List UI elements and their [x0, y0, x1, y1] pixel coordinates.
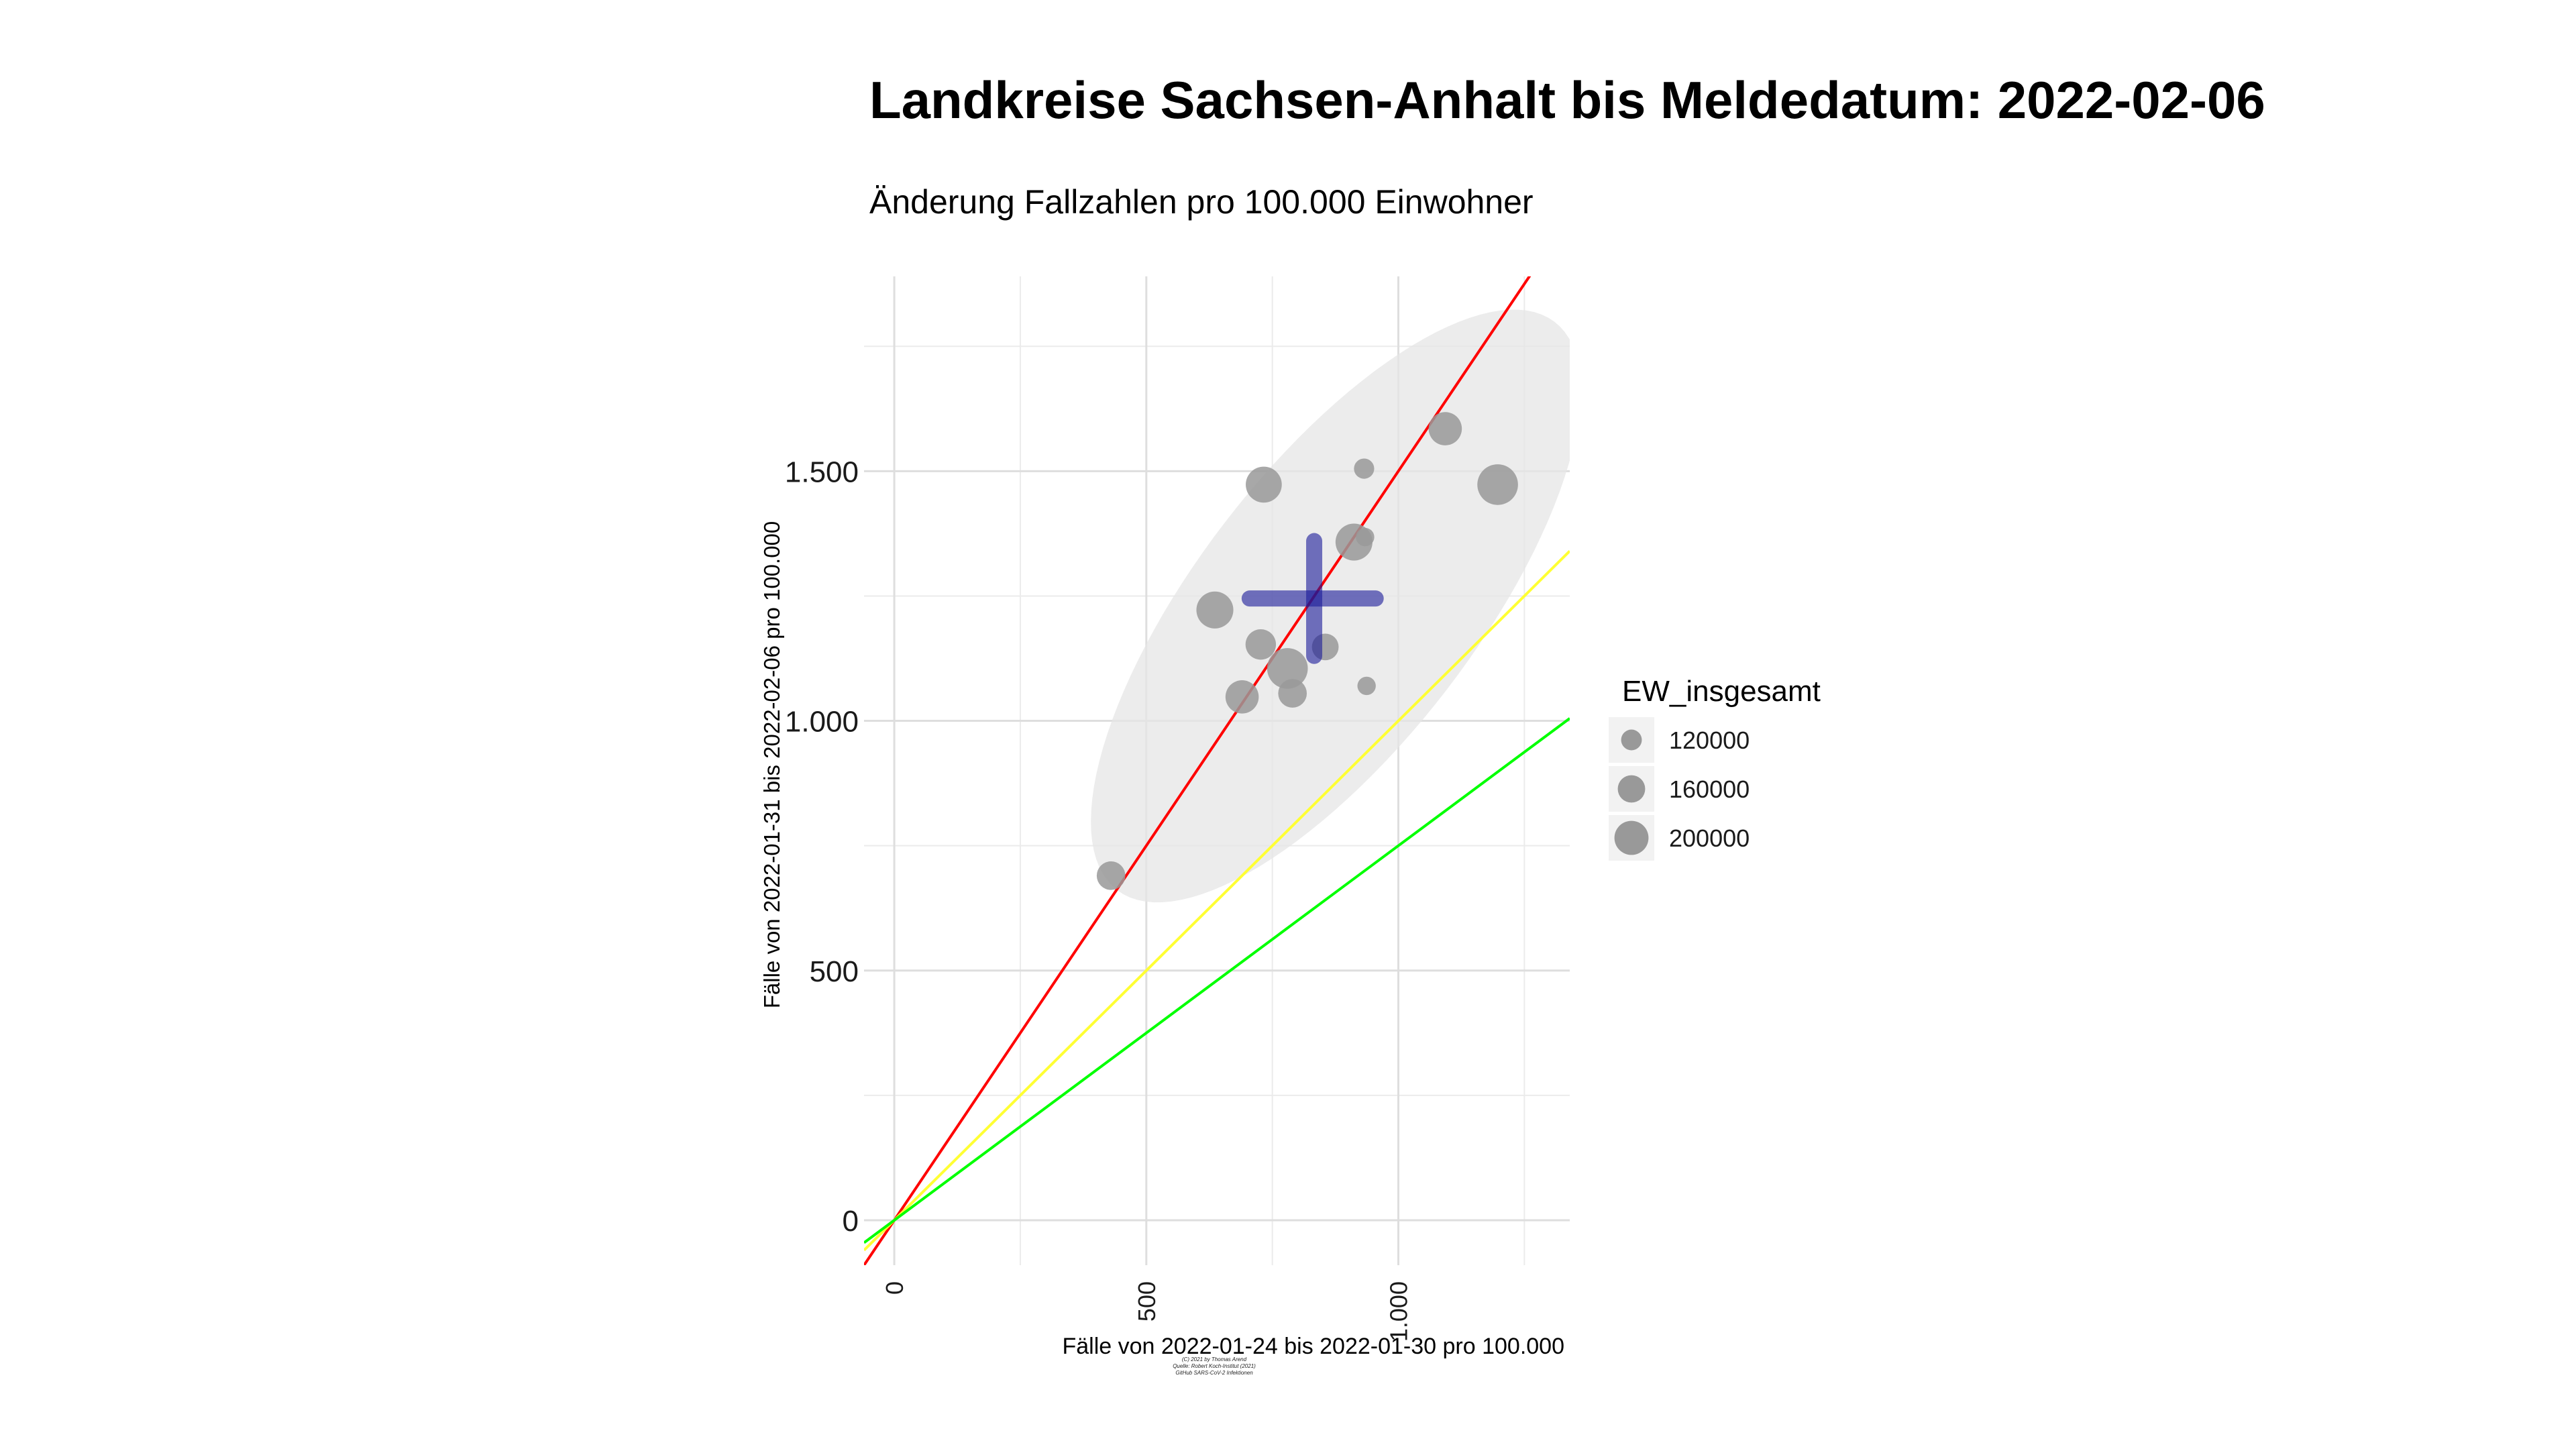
data-points	[1096, 412, 1518, 890]
data-point	[1356, 527, 1375, 547]
data-point	[1225, 680, 1259, 714]
data-point	[1246, 466, 1282, 503]
data-point	[1196, 591, 1234, 629]
data-point	[1278, 679, 1307, 708]
mean-cross	[1241, 533, 1384, 664]
x-tick-label: 500	[1133, 1281, 1161, 1322]
x-axis-title: Fälle von 2022-01-24 bis 2022-01-30 pro …	[1062, 1334, 1564, 1359]
legend-title: EW_insgesamt	[1622, 675, 1821, 708]
x-tick-label: 0	[881, 1281, 908, 1295]
reference-line	[864, 550, 1570, 1252]
caption-line: GitHub SARS-CoV-2 Infektionen	[1175, 1370, 1253, 1376]
legend-entries: 120000 160000 200000	[1609, 717, 1750, 861]
y-tick-label: 0	[843, 1205, 859, 1238]
y-tick-label: 500	[810, 955, 859, 988]
data-point	[1354, 458, 1375, 479]
axis-ticks: 0 500 1.000 1.500 0 500 1.000	[785, 455, 1413, 1342]
data-point	[1267, 648, 1308, 689]
data-point	[1245, 629, 1277, 660]
legend-symbol	[1617, 775, 1646, 803]
data-point	[1357, 676, 1376, 696]
caption-line: Quelle: Robert Koch-Institut (2021)	[1173, 1363, 1256, 1369]
legend-label: 120000	[1669, 727, 1750, 754]
data-point	[1477, 464, 1518, 505]
chart-subtitle: Änderung Fallzahlen pro 100.000 Einwohne…	[869, 183, 1534, 221]
reference-lines	[864, 276, 1570, 1265]
reference-line	[864, 717, 1570, 1244]
legend: EW_insgesamt 120000 160000 200000	[1609, 675, 1821, 861]
y-tick-label: 1.000	[785, 706, 859, 739]
reference-line	[864, 276, 1532, 1265]
data-point	[1428, 412, 1462, 445]
legend-label: 160000	[1669, 775, 1750, 803]
legend-symbol	[1621, 729, 1642, 751]
y-axis-title: Fälle von 2022-01-31 bis 2022-02-06 pro …	[759, 521, 784, 1009]
caption-line: (C) 2021 by Thomas Arend	[1181, 1356, 1247, 1362]
y-tick-label: 1.500	[785, 455, 859, 488]
chart-title: Landkreise Sachsen-Anhalt bis Meldedatum…	[869, 70, 2265, 129]
data-point	[1096, 861, 1126, 890]
x-tick-label: 1.000	[1385, 1281, 1413, 1342]
caption: (C) 2021 by Thomas Arend Quelle: Robert …	[1134, 1356, 1295, 1377]
legend-symbol	[1614, 820, 1649, 855]
legend-label: 200000	[1669, 824, 1750, 852]
